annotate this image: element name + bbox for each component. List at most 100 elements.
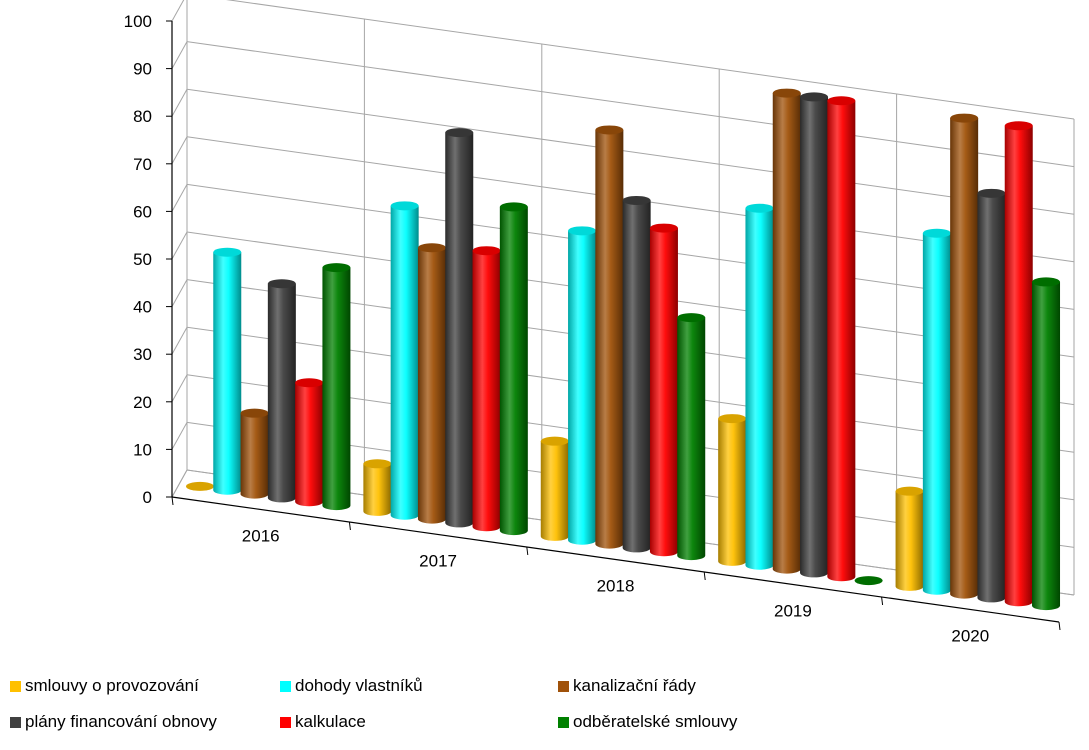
bar-body [390, 205, 419, 520]
y-tick-label: 50 [133, 250, 152, 269]
x-tick-label: 2016 [242, 527, 280, 546]
bar [772, 88, 801, 574]
bar-body [718, 418, 747, 566]
bar-top [800, 92, 829, 102]
bar-top [1004, 121, 1033, 131]
bar-body [1032, 281, 1061, 611]
bar-top [322, 263, 351, 273]
bar [622, 195, 651, 553]
gridline-side [171, 0, 185, 22]
y-tick-label: 0 [143, 488, 152, 507]
legend-label: odběratelské smlouvy [573, 712, 738, 731]
x-tick-mark [703, 571, 706, 581]
legend-item: odběratelské smlouvy [558, 712, 737, 732]
bar-top [185, 481, 214, 491]
x-tick-label: 2017 [419, 552, 457, 571]
bar-body [322, 267, 351, 511]
x-tick-mark [1058, 621, 1061, 631]
legend-swatch [10, 716, 21, 728]
bar [363, 459, 392, 516]
bar-body [540, 441, 569, 541]
bar [649, 223, 678, 557]
legend-label: plány financování obnovy [25, 712, 217, 731]
x-tick-label: 2018 [597, 577, 635, 596]
x-tick-mark [526, 546, 529, 556]
tick-labels: 0 10 20 30 40 50 60 70 80 90 100 2016 2017 2018 2019 20… [124, 12, 990, 646]
x-tick-mark [881, 596, 884, 606]
gridline-side [171, 326, 188, 355]
legend-item: kanalizační řády [558, 676, 696, 696]
bar-top [417, 243, 446, 253]
bar-top [772, 88, 801, 98]
bar-top [677, 313, 706, 323]
bar-body [800, 96, 829, 578]
bar-top [895, 486, 924, 496]
bar [540, 436, 569, 541]
bar-top [977, 188, 1006, 198]
gridline-side [171, 279, 188, 307]
y-tick-label: 30 [133, 345, 152, 364]
bar [240, 408, 269, 499]
bar [390, 201, 419, 520]
y-tick-label: 10 [133, 440, 152, 459]
gridline-side [171, 231, 188, 260]
bar [977, 188, 1006, 603]
y-tick-label: 90 [133, 60, 152, 79]
gridline-side [171, 184, 188, 212]
bar-top [854, 576, 883, 586]
bar-top [718, 414, 747, 424]
bar-top [540, 436, 569, 446]
bar [499, 202, 528, 536]
bar-body [472, 250, 501, 532]
bar [718, 414, 747, 566]
bar [922, 228, 951, 595]
legend-label: smlouvy o provozování [25, 676, 199, 695]
bar-body [499, 206, 528, 536]
bar-top [240, 408, 269, 418]
legend-label: kanalizační řády [573, 676, 696, 695]
bar [1004, 121, 1033, 607]
bar-top [267, 279, 296, 289]
x-axis-line [171, 496, 1060, 623]
bar-top [499, 202, 528, 212]
bar-body [568, 230, 597, 545]
bar [800, 92, 829, 578]
bar-body [977, 193, 1006, 603]
legend-item: kalkulace [280, 712, 366, 732]
bar-top [950, 113, 979, 123]
x-tick-label: 2020 [951, 627, 989, 646]
bar [472, 246, 501, 532]
bar-top [213, 247, 242, 257]
legend-swatch [280, 716, 291, 728]
gridline-back [186, 41, 1075, 168]
legend-label: dohody vlastníků [295, 676, 423, 695]
bar-body [417, 247, 446, 524]
bar [677, 313, 706, 561]
bar-top [1032, 277, 1061, 287]
legend-swatch [280, 680, 291, 692]
bar [745, 203, 774, 570]
gridline-side [171, 374, 188, 403]
bar [568, 226, 597, 545]
bar-body [240, 413, 269, 499]
legend-item: smlouvy o provozování [10, 676, 199, 696]
bar-body [950, 118, 979, 599]
bar-body [745, 208, 774, 570]
bar-top [827, 96, 856, 106]
bar [267, 279, 296, 503]
bar [950, 113, 979, 599]
bar-body [922, 233, 951, 595]
legend-swatch [558, 680, 569, 692]
legend-item: plány financování obnovy [10, 712, 217, 732]
gridline-side [171, 422, 188, 450]
bar-top [295, 378, 324, 388]
bar [854, 576, 883, 586]
bar [322, 263, 351, 511]
bar-top [622, 195, 651, 205]
bar-body [772, 93, 801, 574]
bar-top [649, 223, 678, 233]
bar-body [363, 463, 392, 516]
bar [1032, 277, 1061, 611]
